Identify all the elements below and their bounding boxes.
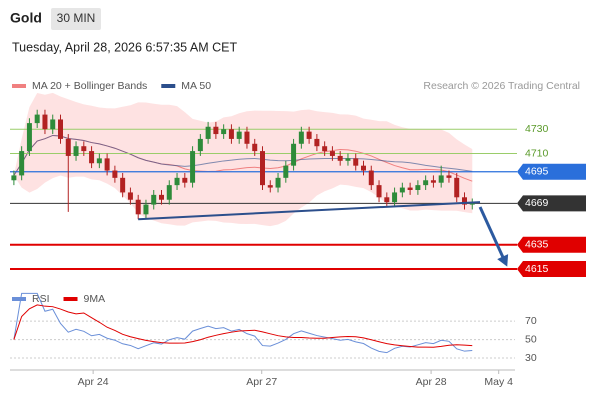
candle-body <box>368 170 374 186</box>
candle-body <box>345 158 351 161</box>
candle-body <box>213 126 219 135</box>
legend-swatch <box>63 297 78 301</box>
x-tick-label: Apr 24 <box>78 376 109 388</box>
rsi-ma-line <box>13 304 473 348</box>
candle-body <box>267 185 273 188</box>
candle-body <box>19 151 25 176</box>
copyright: Research © 2026 Trading Central <box>423 80 580 92</box>
arrow-head <box>497 254 509 267</box>
candle-body <box>236 131 242 139</box>
candle-body <box>73 146 79 156</box>
trendline <box>138 201 481 221</box>
level-tag <box>517 195 586 212</box>
x-tick-label: Apr 28 <box>416 376 447 388</box>
level-label: 4695 <box>525 166 549 178</box>
candle-body <box>197 138 203 152</box>
candle-body <box>275 177 281 188</box>
candle-body <box>89 151 95 164</box>
candle-body <box>399 187 405 193</box>
legend-label: MA 50 <box>181 80 211 92</box>
level-tag <box>517 261 586 278</box>
candle-body <box>174 177 180 186</box>
candle-body <box>283 165 289 178</box>
candle-body <box>182 177 188 183</box>
candle-body <box>112 170 118 178</box>
level-label: 4730 <box>525 123 549 135</box>
legend-label: 9MA <box>84 293 106 305</box>
candle-body <box>127 192 133 200</box>
candle-body <box>446 175 452 178</box>
candle-body <box>353 158 359 166</box>
candle-body <box>430 180 436 183</box>
rsi-tick-label: 30 <box>525 352 537 364</box>
ma50-line <box>13 134 473 176</box>
rsi-line <box>13 292 473 354</box>
candle-body <box>438 175 444 183</box>
candle-body <box>151 194 157 205</box>
candle-body <box>11 175 17 181</box>
candle-body <box>120 177 126 193</box>
candle-body <box>306 131 312 139</box>
level-label: 4710 <box>525 147 549 159</box>
candle-body <box>159 194 164 200</box>
candle-body <box>469 203 475 205</box>
candle-body <box>462 197 467 205</box>
legend-swatch <box>161 84 176 88</box>
candle-body <box>337 155 343 161</box>
candle-body <box>81 146 87 152</box>
legend-swatch <box>12 84 26 88</box>
symbol: Gold <box>10 10 42 26</box>
candle-body <box>50 119 56 130</box>
candle-body <box>361 165 366 171</box>
candle-body <box>415 185 421 190</box>
timeframe-button[interactable] <box>51 8 101 30</box>
candle-body <box>407 187 413 190</box>
legend-label: MA 20 + Bollinger Bands <box>32 80 147 92</box>
level-tag <box>517 236 586 253</box>
candle-body <box>143 204 149 215</box>
candle-body <box>42 114 48 130</box>
candle-body <box>228 129 234 139</box>
candle-body <box>135 199 141 215</box>
candle-body <box>329 151 335 156</box>
candle-body <box>166 185 172 200</box>
candle-body <box>65 138 71 156</box>
candle-body <box>26 123 32 152</box>
candle-body <box>221 129 227 135</box>
candle-body <box>190 151 196 183</box>
candle-body <box>252 143 258 152</box>
candle-body <box>322 146 328 152</box>
candle-body <box>384 197 390 203</box>
candle-body <box>104 158 110 171</box>
legend-swatch <box>12 297 26 301</box>
candle-body <box>260 151 265 186</box>
level-tag <box>517 163 586 180</box>
candle-body <box>423 180 429 186</box>
candle-body <box>298 131 304 144</box>
candle-body <box>34 114 40 124</box>
candle-body <box>314 138 320 147</box>
candle-body <box>58 119 63 139</box>
level-label: 4669 <box>525 197 549 209</box>
level-label: 4615 <box>525 263 549 275</box>
candle-body <box>291 143 297 166</box>
candle-body <box>454 177 460 198</box>
candle-body <box>96 158 102 164</box>
candle-body <box>244 131 250 144</box>
rsi-tick-label: 50 <box>525 333 537 345</box>
x-tick-label: Apr 27 <box>246 376 277 388</box>
timeframe[interactable]: 30 MIN <box>57 11 96 25</box>
candle-body <box>392 192 398 203</box>
level-label: 4635 <box>525 239 549 251</box>
rsi-tick-label: 70 <box>525 315 537 327</box>
legend-label: RSI <box>32 293 50 305</box>
candle-body <box>205 126 211 139</box>
x-tick-label: May 4 <box>484 376 513 388</box>
candle-body <box>376 185 382 198</box>
datetime: Tuesday, April 28, 2026 6:57:35 AM CET <box>12 40 237 54</box>
forecast-arrow <box>478 206 506 260</box>
